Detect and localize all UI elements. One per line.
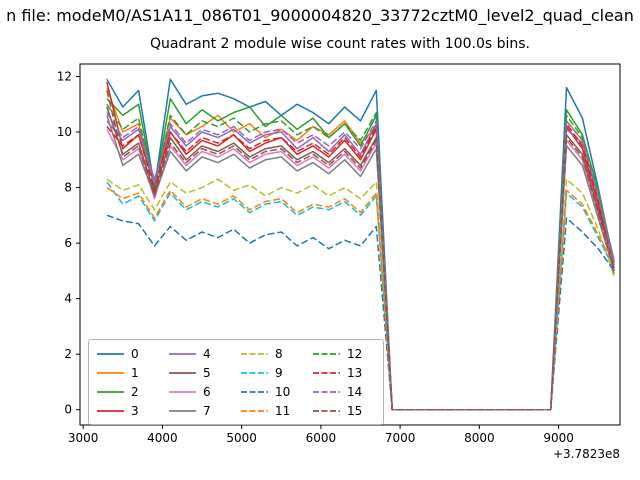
legend-item-2: 2 [97,382,159,401]
legend-line-sample [169,390,196,393]
legend-label: 13 [347,365,363,380]
series-9-line [106,181,615,411]
legend-line-sample [313,371,340,374]
legend-line-sample [313,409,340,412]
legend-item-1: 1 [97,363,159,382]
legend-label: 5 [203,365,211,380]
legend-item-6: 6 [169,382,231,401]
x-tick-label: 3000 [68,431,99,445]
x-tick-label: 7000 [385,431,416,445]
legend-column: 12 13 14 15 [313,344,375,420]
legend-column: 4 5 6 7 [169,344,231,420]
legend-line-sample [97,371,124,374]
y-tick-label: 12 [57,69,72,83]
legend-line-sample [241,409,268,412]
legend-item-9: 9 [241,363,303,382]
series-14-line [106,112,615,411]
x-tick-label: 8000 [464,431,495,445]
x-tick-label: 4000 [147,431,178,445]
axes-spines [79,63,621,426]
legend-line-sample [241,352,268,355]
y-tick-label: 4 [64,292,72,306]
legend-item-4: 4 [169,344,231,363]
legend-line-sample [241,390,268,393]
legend-label: 0 [131,346,139,361]
legend-line-sample [97,352,124,355]
legend-line-sample [97,390,124,393]
legend-label: 11 [275,403,291,418]
y-tick-label: 0 [64,403,72,417]
legend-label: 3 [131,403,139,418]
legend-label: 9 [275,365,283,380]
legend-item-13: 13 [313,363,375,382]
legend-line-sample [241,371,268,374]
legend-item-5: 5 [169,363,231,382]
legend-item-3: 3 [97,401,159,420]
x-tick-label: 6000 [306,431,337,445]
legend-label: 14 [347,384,363,399]
legend-label: 8 [275,346,283,361]
legend-line-sample [169,409,196,412]
legend-label: 12 [347,346,363,361]
x-axis-offset-label: +3.7823e8 [552,447,620,461]
legend-line-sample [313,390,340,393]
x-tick-label: 9000 [543,431,574,445]
y-tick-label: 2 [64,347,72,361]
legend-label: 7 [203,403,211,418]
legend-line-sample [169,371,196,374]
y-tick-label: 6 [64,236,72,250]
legend-label: 15 [347,403,363,418]
x-tick-label: 5000 [226,431,257,445]
legend-line-sample [97,409,124,412]
legend-item-15: 15 [313,401,375,420]
legend-line-sample [313,352,340,355]
legend-column: 0 1 2 3 [97,344,159,420]
legend-label: 10 [275,384,291,399]
legend-label: 4 [203,346,211,361]
legend-item-0: 0 [97,344,159,363]
legend-item-10: 10 [241,382,303,401]
legend: 0 1 2 3 4 5 6 7 8 9 10 11 12 13 14 15 [88,339,384,425]
legend-item-12: 12 [313,344,375,363]
y-tick-label: 8 [64,181,72,195]
y-tick-label: 10 [57,125,72,139]
suptitle: n file: modeM0/AS1A11_086T01_9000004820_… [6,6,634,25]
chart-title: Quadrant 2 module wise count rates with … [150,36,530,52]
legend-column: 8 9 10 11 [241,344,303,420]
legend-label: 2 [131,384,139,399]
legend-line-sample [169,352,196,355]
legend-item-7: 7 [169,401,231,420]
legend-item-8: 8 [241,344,303,363]
legend-item-14: 14 [313,382,375,401]
legend-label: 6 [203,384,211,399]
series-15-line [106,90,615,411]
legend-label: 1 [131,365,139,380]
legend-item-11: 11 [241,401,303,420]
series-12-line [106,103,615,411]
